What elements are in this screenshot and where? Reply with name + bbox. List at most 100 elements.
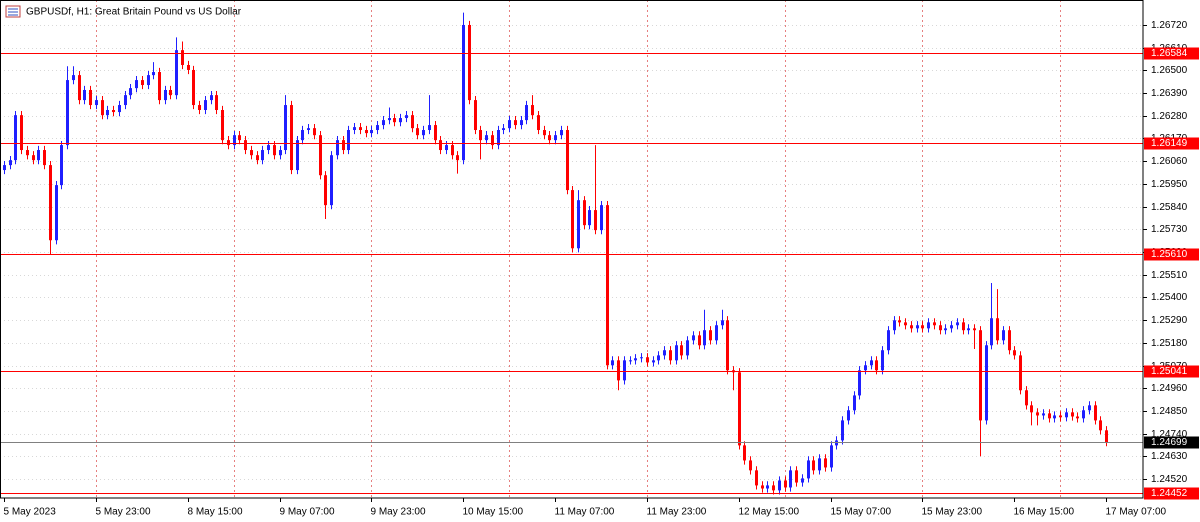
levels-layer: [0, 53, 1143, 494]
candle-body: [399, 118, 402, 123]
candle-body: [256, 155, 259, 161]
candle-body: [221, 110, 224, 141]
level-label: 1.25041: [1151, 366, 1188, 377]
candle-body: [1008, 330, 1011, 351]
candle-body: [893, 320, 896, 331]
candle-body: [554, 135, 557, 141]
candle-body: [830, 445, 833, 468]
candle-body: [1013, 350, 1016, 356]
y-tick-label: 1.26280: [1151, 111, 1188, 122]
candle-body: [967, 328, 970, 331]
candle-body: [261, 150, 264, 161]
candle-body: [324, 175, 327, 206]
candle-body: [118, 105, 121, 113]
x-tick-label: 5 May 2023: [4, 507, 57, 518]
candle-body: [181, 50, 184, 66]
candle-body: [1088, 405, 1091, 411]
candle-body: [910, 325, 913, 329]
candle-body: [841, 420, 844, 441]
candle-body: [898, 320, 901, 323]
candle-body: [244, 140, 247, 151]
candle-body: [812, 460, 815, 471]
candle-body: [669, 350, 672, 361]
candle-body: [606, 205, 609, 366]
candle-body: [1019, 355, 1022, 391]
candle-body: [543, 130, 546, 136]
candle-body: [445, 145, 448, 151]
candle-body: [78, 75, 81, 101]
candle-body: [853, 395, 856, 411]
candle-body: [761, 485, 764, 489]
y-tick-label: 1.24740: [1151, 429, 1188, 440]
candle-body: [175, 50, 178, 96]
candle-body: [273, 145, 276, 156]
candle-body: [531, 105, 534, 116]
candle-body: [1025, 390, 1028, 406]
candle-body: [382, 120, 385, 126]
candle-body: [571, 190, 574, 249]
candle-body: [634, 358, 637, 361]
candle-body: [577, 200, 580, 249]
candle-body: [1053, 415, 1056, 419]
candle-body: [479, 130, 482, 141]
candle-body: [198, 105, 201, 111]
candle-body: [1048, 413, 1051, 419]
candle-body: [416, 128, 419, 136]
candle-body: [698, 335, 701, 346]
candle-body: [583, 200, 586, 226]
candle-body: [376, 125, 379, 131]
candle-body: [353, 127, 356, 131]
candle-body: [864, 365, 867, 371]
candle-body: [359, 127, 362, 131]
candle-body: [1065, 412, 1068, 418]
candle-body: [588, 210, 591, 226]
candle-body: [49, 165, 52, 241]
candle-body: [979, 330, 982, 421]
candle-body: [795, 470, 798, 483]
candle-body: [141, 80, 144, 86]
candle-body: [370, 130, 373, 134]
candle-body: [456, 155, 459, 161]
x-tick-label: 15 May 23:00: [922, 507, 983, 518]
y-tick-label: 1.25180: [1151, 338, 1188, 349]
x-tick-label: 9 May 07:00: [280, 507, 335, 518]
candle-body: [434, 125, 437, 141]
y-tick-label: 1.24850: [1151, 406, 1188, 417]
candle-body: [187, 65, 190, 70]
candle-body: [663, 350, 666, 356]
candle-body: [365, 130, 368, 134]
candle-body: [766, 485, 769, 489]
candle-body: [336, 140, 339, 156]
candle-body: [950, 325, 953, 329]
candle-body: [393, 118, 396, 123]
candle-body: [709, 330, 712, 341]
candle-body: [944, 328, 947, 331]
candle-body: [916, 325, 919, 329]
y-tick-label: 1.25290: [1151, 315, 1188, 326]
candle-body: [83, 89, 86, 101]
candle-body: [939, 325, 942, 331]
candle-body: [743, 445, 746, 461]
candle-body: [686, 340, 689, 356]
candle-body: [875, 360, 878, 371]
candle-body: [956, 322, 959, 326]
candle-body: [881, 350, 884, 371]
candle-body: [680, 345, 683, 356]
candle-body: [692, 335, 695, 341]
y-tick-label: 1.25950: [1151, 179, 1188, 190]
candle-body: [904, 322, 907, 326]
candle-body: [14, 115, 17, 161]
chart-header: GBPUSDf, H1: Great Britain Pound vs US D…: [5, 5, 242, 18]
candle-body: [72, 75, 75, 81]
candle-body: [629, 360, 632, 362]
candle-body: [921, 325, 924, 329]
candle-body: [640, 357, 643, 359]
candle-body: [738, 372, 741, 446]
candle-body: [233, 135, 236, 146]
candle-body: [135, 80, 138, 89]
candle-body: [238, 135, 241, 141]
candle-body: [508, 120, 511, 129]
candle-body: [250, 150, 253, 156]
